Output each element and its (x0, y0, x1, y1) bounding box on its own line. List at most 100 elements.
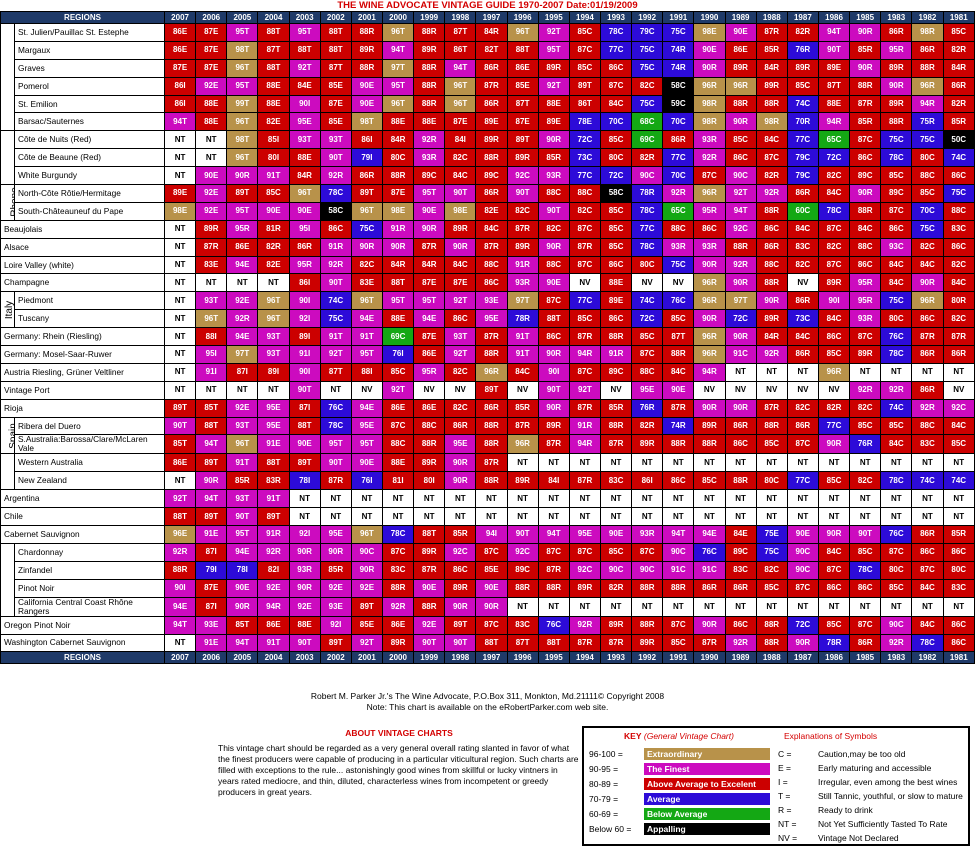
rating-cell: 92C (724, 219, 757, 239)
rating-cell: 77C (568, 166, 601, 186)
rating-cell: 94R (568, 434, 601, 455)
rating-cell: 92R (755, 184, 788, 203)
rating-cell: 84C (942, 416, 975, 436)
rating-cell: NT (942, 362, 975, 382)
rating-cell: 85T (195, 398, 228, 418)
rating-cell: 94R (911, 94, 944, 114)
rating-cell: 90E (662, 380, 695, 400)
region-name: Zinfandel (14, 560, 165, 580)
rating-cell: 87I (195, 542, 228, 562)
region-group-text: Rhone (9, 187, 15, 218)
rating-cell: 78C (880, 148, 913, 168)
rating-cell: NT (724, 453, 757, 473)
rating-cell: 92T (537, 23, 570, 42)
rating-cell: 89C (506, 560, 539, 580)
rating-cell: 90R (849, 184, 882, 203)
rating-cell: 79C (786, 166, 819, 186)
rating-cell: NT (163, 273, 197, 293)
rating-cell: 82C (444, 148, 477, 168)
rating-cell: 98R (755, 112, 788, 132)
symbol-code: NT = (778, 819, 797, 829)
rating-cell: 85E (350, 615, 383, 635)
rating-cell: 91R (319, 237, 352, 257)
rating-cell: 92T (319, 345, 352, 364)
rating-cell: 82C (849, 398, 882, 418)
rating-cell: 96T (226, 148, 259, 168)
rating-cell: NT (537, 507, 570, 527)
rating-cell: 88R (506, 578, 539, 598)
rating-cell: 95T (413, 291, 446, 311)
table-row: Oregon Pinot Noir 94T 93E 85T 86E 88E 92I 85E 86… (0, 615, 975, 635)
rating-cell: NT (381, 489, 415, 509)
rating-cell: 75C (880, 291, 913, 311)
rating-cell: 92T (724, 184, 757, 203)
rating-cell: 90R (537, 130, 570, 150)
region-name: Vintage Port (0, 380, 165, 400)
rating-cell: 87T (319, 58, 352, 78)
rating-cell: 80C (381, 148, 415, 168)
rating-cell: 87C (599, 76, 633, 96)
rating-cell: 75C (755, 542, 788, 562)
rating-cell: 87R (568, 398, 601, 418)
year-header: 2004 (257, 651, 290, 665)
table-row: Alsace NT 87R 86E 82R 86R 91R 90R 90R 87R 90R 87R 89… (0, 237, 975, 257)
rating-cell: NT (568, 453, 601, 473)
rating-cell: 95E (475, 309, 508, 329)
rating-cell: 85C (599, 201, 633, 221)
rating-cell: 92C (942, 398, 975, 418)
rating-cell: 88R (599, 416, 633, 436)
rating-cell: 81I (381, 471, 415, 491)
rating-cell: 88T (257, 58, 290, 78)
rating-cell: 88R (631, 578, 664, 598)
table-row: New Zealand NT 90R 85R 83R 78I 87R 76I 81I 80I 90R… (1, 471, 975, 491)
rating-cell: NT (381, 507, 415, 527)
rating-cell: 75C (350, 219, 383, 239)
rating-cell: 88R (880, 112, 913, 132)
region-name: Alsace (0, 237, 165, 257)
rating-cell: 91R (506, 255, 539, 275)
rating-cell: 93T (444, 327, 477, 347)
year-header: 1991 (662, 11, 695, 24)
rating-cell: 93E (195, 615, 228, 635)
rating-cell: 86R (288, 237, 321, 257)
rating-cell: 88E (599, 273, 633, 293)
rating-cell: 92T (381, 380, 415, 400)
rating-cell: 82R (786, 23, 819, 42)
rating-cell: 94T (163, 615, 197, 635)
rating-cell: 80C (631, 255, 664, 275)
rating-cell: 92E (195, 184, 228, 203)
rating-cell: 87R (475, 327, 508, 347)
regions-header: REGIONS (0, 11, 165, 24)
rating-cell: 80C (599, 148, 633, 168)
rating-cell: 89C (880, 184, 913, 203)
rating-cell: 90R (724, 273, 757, 293)
rating-cell: 76C (537, 615, 570, 635)
rating-cell: 96R (911, 291, 944, 311)
table-row: Argentina 92T 94T 93T 91T NT NT NT NT NT NT NT NT NT N… (0, 489, 975, 509)
rating-cell: 92C (444, 542, 477, 562)
rating-cell: 82E (257, 112, 290, 132)
rating-cell: 92R (724, 255, 757, 275)
rating-cell: NT (755, 362, 788, 382)
key-entry: 90-95 = The Finest (589, 763, 770, 775)
rating-cell: 83E (195, 255, 228, 275)
rating-cell: 86I (163, 94, 197, 114)
region-name: Barsac/Sauternes (14, 112, 165, 132)
rating-cell: 86R (444, 416, 477, 436)
rating-cell: 95E (288, 112, 321, 132)
rating-cell: NV (693, 380, 726, 400)
rating-cell: 92T (568, 380, 601, 400)
key-entry: 70-79 = Average (589, 793, 770, 805)
table-row: Italy Piedmont NT 93T 92E 96T 90I 74C 96T 95T 95T 9… (0, 291, 975, 329)
rating-cell: 74C (880, 398, 913, 418)
rating-cell: NT (537, 489, 570, 509)
rating-cell: 87R (693, 633, 726, 653)
rating-cell: 96R (724, 76, 757, 96)
rating-cell: 92T (444, 345, 477, 364)
rating-cell: 92R (319, 166, 352, 186)
year-header: 1999 (413, 11, 446, 24)
rating-cell: 92E (195, 76, 228, 96)
rating-cell: NT (163, 345, 197, 364)
rating-cell: 86R (350, 166, 383, 186)
rating-cell: 87C (817, 219, 851, 239)
